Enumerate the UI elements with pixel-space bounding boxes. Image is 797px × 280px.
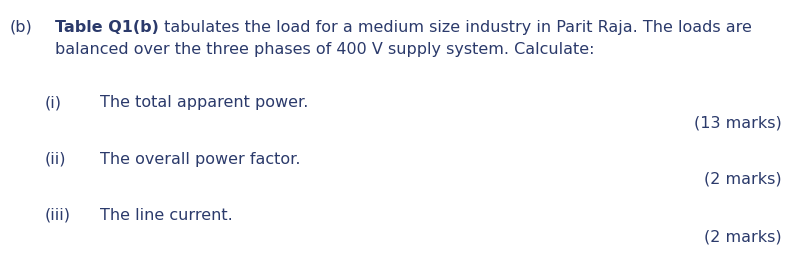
Text: Table Q1(b): Table Q1(b)	[55, 20, 159, 35]
Text: (i): (i)	[45, 95, 62, 110]
Text: balanced over the three phases of 400 V supply system. Calculate:: balanced over the three phases of 400 V …	[55, 42, 595, 57]
Text: (iii): (iii)	[45, 208, 71, 223]
Text: (b): (b)	[10, 20, 33, 35]
Text: (2 marks): (2 marks)	[705, 172, 782, 187]
Text: (2 marks): (2 marks)	[705, 230, 782, 245]
Text: The line current.: The line current.	[100, 208, 233, 223]
Text: The overall power factor.: The overall power factor.	[100, 152, 300, 167]
Text: (13 marks): (13 marks)	[694, 115, 782, 130]
Text: The total apparent power.: The total apparent power.	[100, 95, 308, 110]
Text: tabulates the load for a medium size industry in Parit Raja. The loads are: tabulates the load for a medium size ind…	[159, 20, 752, 35]
Text: (ii): (ii)	[45, 152, 66, 167]
